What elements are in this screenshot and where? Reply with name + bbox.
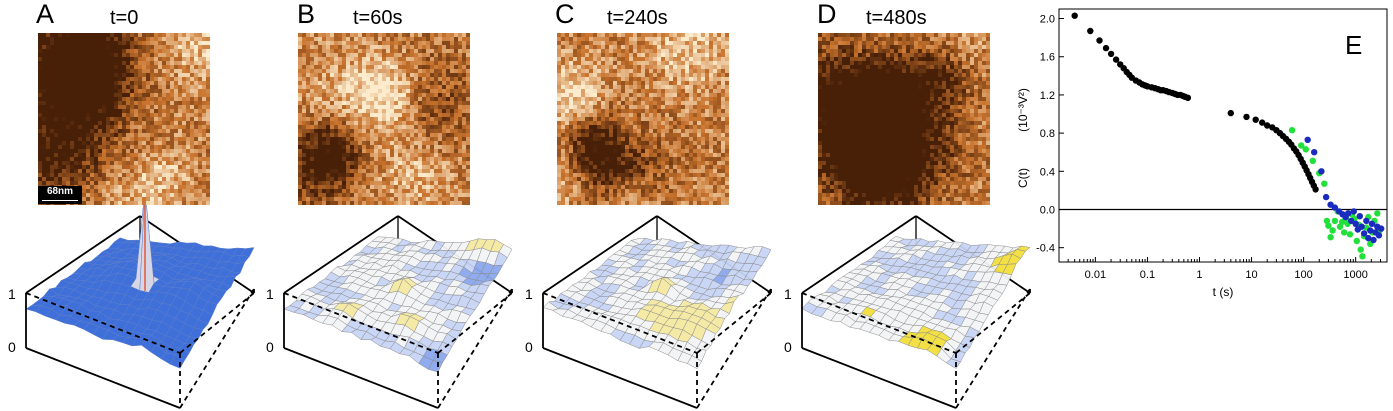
scale-bar: 68nm [38, 186, 82, 204]
data-point-series-1 [1323, 217, 1331, 225]
y-tick-label: 0.8 [1040, 128, 1055, 140]
data-point-series-0 [1243, 113, 1250, 121]
scale-bar-ticks [42, 197, 78, 201]
data-point-series-1 [1327, 234, 1334, 241]
afm-image-c [557, 33, 729, 205]
y-axis-label: C(t) [1016, 168, 1030, 188]
panel-letter-b: B [297, 0, 316, 29]
data-point-series-2 [1322, 193, 1330, 201]
data-point-series-2 [1356, 213, 1363, 220]
x-tick-label: 10 [1245, 269, 1257, 281]
data-point-series-1 [1298, 142, 1305, 149]
data-point-series-1 [1331, 217, 1339, 225]
data-point-series-1 [1288, 127, 1296, 134]
x-axis-label: t (s) [1213, 285, 1234, 299]
afm-image-a [38, 33, 210, 205]
data-point-series-2 [1360, 230, 1368, 237]
correlation-surface-b: 10 [266, 215, 513, 409]
y-tick-label: 1.2 [1040, 90, 1055, 102]
data-point-series-0 [1087, 27, 1094, 35]
data-point-series-1 [1302, 146, 1309, 153]
data-point-series-2 [1311, 149, 1318, 156]
data-point-series-1 [1321, 180, 1328, 187]
data-point-series-1 [1357, 246, 1364, 253]
correlation-surface-d: 10 [784, 215, 1031, 409]
data-point-series-0 [1312, 186, 1319, 193]
data-point-series-1 [1374, 210, 1381, 217]
data-point-series-0 [1264, 122, 1271, 129]
data-point-series-1 [1325, 222, 1332, 229]
data-point-series-2 [1331, 204, 1339, 211]
panel-time-a: t=0 [110, 7, 139, 29]
panel-letter-d: D [817, 0, 837, 29]
panel-time-b: t=60s [353, 7, 403, 29]
data-point-series-2 [1363, 217, 1370, 225]
y-tick-label: -0.4 [1036, 243, 1055, 255]
x-tick-label: 100 [1294, 269, 1312, 281]
panel-time-c: t=240s [607, 7, 668, 29]
y-tick-label: 0.4 [1040, 166, 1055, 178]
afm-image-b [298, 33, 470, 205]
y-tick-label: 0.0 [1040, 204, 1055, 216]
x-tick-label: 1000 [1343, 269, 1367, 281]
data-point-series-0 [1252, 116, 1259, 123]
y-tick-label: 1.6 [1040, 52, 1055, 64]
data-point-series-2 [1304, 136, 1311, 143]
data-point-series-0 [1259, 119, 1266, 126]
data-point-series-1 [1353, 237, 1360, 245]
data-point-series-1 [1329, 227, 1336, 234]
y-axis-unit: (10⁻³V²) [1016, 88, 1030, 132]
data-point-series-0 [1227, 109, 1234, 117]
data-point-series-2 [1378, 225, 1385, 232]
data-point-series-2 [1368, 220, 1376, 227]
panel-letter-a: A [36, 0, 55, 29]
data-point-series-1 [1309, 157, 1316, 164]
data-point-series-2 [1365, 234, 1372, 242]
box-axis-bottom-label: 0 [8, 339, 16, 355]
data-point-series-0 [1112, 56, 1120, 63]
panel-letter-c: C [555, 0, 575, 29]
box-axis-bottom-label: 0 [525, 339, 533, 355]
box-axis-top-label: 1 [525, 286, 533, 302]
box-axis-bottom-label: 0 [784, 339, 792, 355]
x-tick-label: 0.01 [1085, 269, 1106, 281]
plot-frame [1058, 8, 1388, 263]
box-axis-top-label: 1 [266, 286, 274, 302]
box-axis-top-label: 1 [8, 286, 16, 302]
correlation-decay-chart: 2.0 1.6 1.2 0.8 0.4 0.0 -0.4 0.01 0.1 1 10 100 1000 t… [1016, 8, 1388, 299]
data-point-series-0 [1102, 44, 1110, 52]
panel-letter-e: E [1345, 30, 1362, 60]
data-point-series-1 [1340, 229, 1348, 236]
data-point-series-1 [1359, 253, 1366, 260]
data-point-series-0 [1184, 94, 1192, 102]
data-point-series-1 [1336, 223, 1344, 230]
data-point-series-2 [1358, 223, 1365, 230]
box-axis-bottom-label: 0 [266, 339, 274, 355]
data-point-series-2 [1318, 168, 1325, 175]
x-tick-label: 1 [1196, 269, 1202, 281]
data-point-series-0 [1107, 50, 1115, 58]
data-point-series-2 [1370, 236, 1377, 244]
correlation-surface-a: 10 [8, 205, 255, 409]
data-point-series-2 [1350, 208, 1357, 215]
data-point-series-2 [1345, 210, 1352, 217]
data-point-series-0 [1096, 37, 1103, 44]
data-point-series-2 [1367, 227, 1374, 234]
x-tick-label: 0.1 [1140, 269, 1155, 281]
panel-time-d: t=480s [866, 7, 927, 29]
correlation-surface-c: 10 [525, 215, 772, 409]
y-tick-label: 2.0 [1040, 14, 1055, 26]
data-point-series-1 [1346, 231, 1354, 238]
data-point-series-0 [1071, 12, 1078, 19]
data-point-series-2 [1352, 220, 1359, 227]
afm-image-d [818, 33, 990, 205]
box-axis-top-label: 1 [784, 286, 792, 302]
scale-bar-label: 68nm [46, 186, 74, 197]
data-point-series-2 [1375, 232, 1383, 239]
